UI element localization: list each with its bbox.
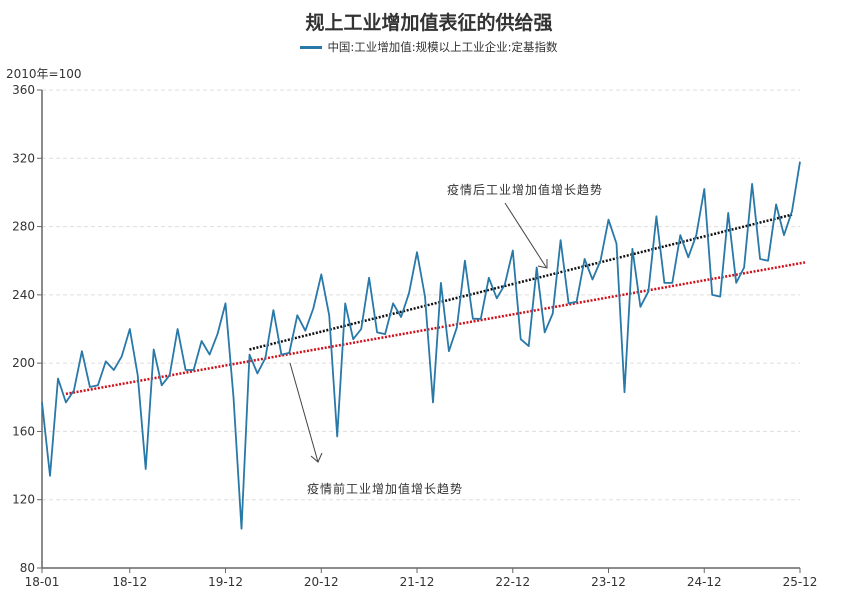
pre-covid-trendline: [65, 261, 806, 396]
legend-label: 中国:工业增加值:规模以上工业企业:定基指数: [327, 40, 558, 54]
x-tick-label: 18-12: [112, 575, 147, 589]
x-tick-label: 19-12: [208, 575, 243, 589]
legend-swatch: [300, 46, 323, 49]
y-tick-label: 120: [12, 493, 35, 507]
x-tick-label: 20-12: [304, 575, 339, 589]
series-line: [41, 161, 801, 530]
y-tick-label: 80: [20, 561, 35, 575]
y-axis-unit: 2010年=100: [6, 67, 82, 81]
arrowhead-icon: [310, 452, 323, 463]
y-tick-label: 280: [12, 220, 35, 234]
arrowhead-icon: [537, 259, 548, 269]
annotation-post-covid: 疫情后工业增加值增长趋势: [447, 182, 603, 197]
legend: 中国:工业增加值:规模以上工业企业:定基指数: [0, 39, 858, 55]
annotation-arrow: [289, 362, 319, 463]
y-tick-label: 360: [12, 83, 35, 97]
y-tick-label: 160: [12, 424, 35, 438]
y-tick-label: 320: [12, 151, 35, 165]
x-tick-label: 18-01: [25, 575, 60, 589]
annotation-pre-covid: 疫情前工业增加值增长趋势: [307, 481, 463, 496]
x-tick-label: 22-12: [495, 575, 530, 589]
y-tick-label: 200: [12, 356, 35, 370]
x-tick-label: 21-12: [400, 575, 435, 589]
x-tick-label: 25-12: [783, 575, 818, 589]
chart-title: 规上工业增加值表征的供给强: [305, 12, 553, 34]
post-covid-trendline: [249, 213, 793, 351]
x-tick-label: 23-12: [591, 575, 626, 589]
x-tick-label: 24-12: [687, 575, 722, 589]
annotation-arrow: [504, 202, 547, 268]
y-tick-label: 240: [12, 288, 35, 302]
